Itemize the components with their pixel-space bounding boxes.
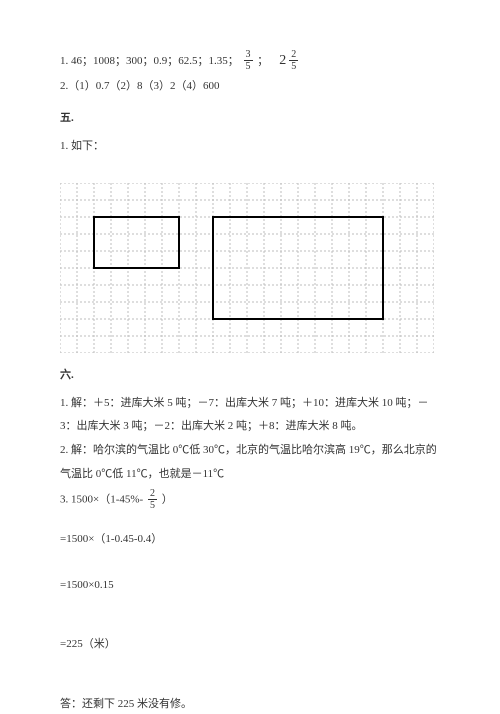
section-five-heading: 五. bbox=[60, 110, 440, 128]
item3-prefix: 3. 1500×（1-45%- bbox=[60, 494, 146, 506]
sec6-item2-line1: 2. 解：哈尔滨的气温比 0℃低 30℃，北京的气温比哈尔滨高 19℃，那么北京… bbox=[60, 442, 440, 460]
calc-step-2: =1500×0.15 bbox=[60, 577, 440, 595]
sec6-item3: 3. 1500×（1-45%- 2 5 ） bbox=[60, 489, 440, 511]
sec6-item2-line2: 气温比 0℃低 11℃，也就是－11℃ bbox=[60, 466, 440, 484]
fraction-2-5: 2 5 bbox=[289, 50, 298, 72]
final-answer: 答：还剩下 225 米没有修。 bbox=[60, 696, 440, 714]
section-five-item-1: 1. 如下： bbox=[60, 138, 440, 156]
fraction-3-5: 3 5 bbox=[244, 50, 253, 72]
answer-line-2: 2.（1）0.7（2）8（3）2（4）600 bbox=[60, 78, 440, 96]
line1-prefix: 1. 46；1008；300；0.9；62.5；1.35； bbox=[60, 55, 239, 67]
calc-step-1: =1500×（1-0.45-0.4） bbox=[60, 531, 440, 549]
calc-step-3: =225（米） bbox=[60, 636, 440, 654]
sec6-item1-line2: 3：出库大米 3 吨；－2：出库大米 2 吨；＋8：进库大米 8 吨。 bbox=[60, 418, 440, 436]
section-six-heading: 六. bbox=[60, 367, 440, 385]
separator: ； bbox=[257, 55, 268, 67]
mixed-number: 2 2 5 bbox=[279, 50, 300, 72]
answer-line-1: 1. 46；1008；300；0.9；62.5；1.35； 3 5 ； 2 2 … bbox=[60, 50, 440, 72]
fraction-2-5b: 2 5 bbox=[148, 489, 157, 511]
item3-suffix: ） bbox=[162, 494, 173, 506]
sec6-item1-line1: 1. 解：＋5：进库大米 5 吨；－7：出库大米 7 吨；＋10：进库大米 10… bbox=[60, 395, 440, 413]
grid-diagram bbox=[60, 183, 434, 353]
